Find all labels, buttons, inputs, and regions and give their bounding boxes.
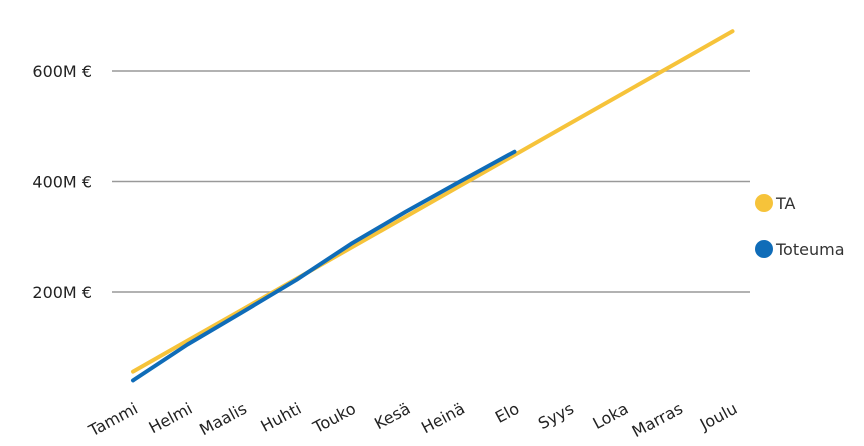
x-tick-label: Helmi <box>146 399 196 438</box>
legend-label: Toteuma <box>775 240 845 259</box>
y-tick-label: 600M € <box>32 62 92 81</box>
x-tick-label: Touko <box>309 399 359 438</box>
x-tick-label: Syys <box>535 399 577 433</box>
series-line-ta <box>131 29 735 374</box>
y-tick-label: 400M € <box>32 173 92 192</box>
series-line-toteuma <box>131 149 517 383</box>
legend-label: TA <box>775 194 796 213</box>
legend-marker <box>755 240 773 258</box>
x-tick-label: Heinä <box>418 399 468 437</box>
x-tick-label: Tammi <box>85 399 141 441</box>
x-tick-label: Loka <box>590 399 632 433</box>
x-tick-label: Huhti <box>257 399 304 436</box>
legend: TA Toteuma <box>755 194 845 259</box>
legend-marker <box>755 194 773 212</box>
y-tick-label: 200M € <box>32 283 92 302</box>
x-tick-label: Maalis <box>196 399 250 440</box>
x-tick-label: Joulu <box>696 399 740 435</box>
y-axis: 200M € 400M € 600M € <box>32 62 92 302</box>
x-axis: Tammi Helmi Maalis Huhti Touko Kesä Heinä Elo Sy… <box>85 399 741 441</box>
grid-lines <box>112 70 750 293</box>
x-tick-label: Marras <box>629 399 686 441</box>
x-tick-label: Kesä <box>371 399 413 433</box>
plot-area <box>131 29 735 383</box>
x-tick-label: Elo <box>492 399 522 427</box>
